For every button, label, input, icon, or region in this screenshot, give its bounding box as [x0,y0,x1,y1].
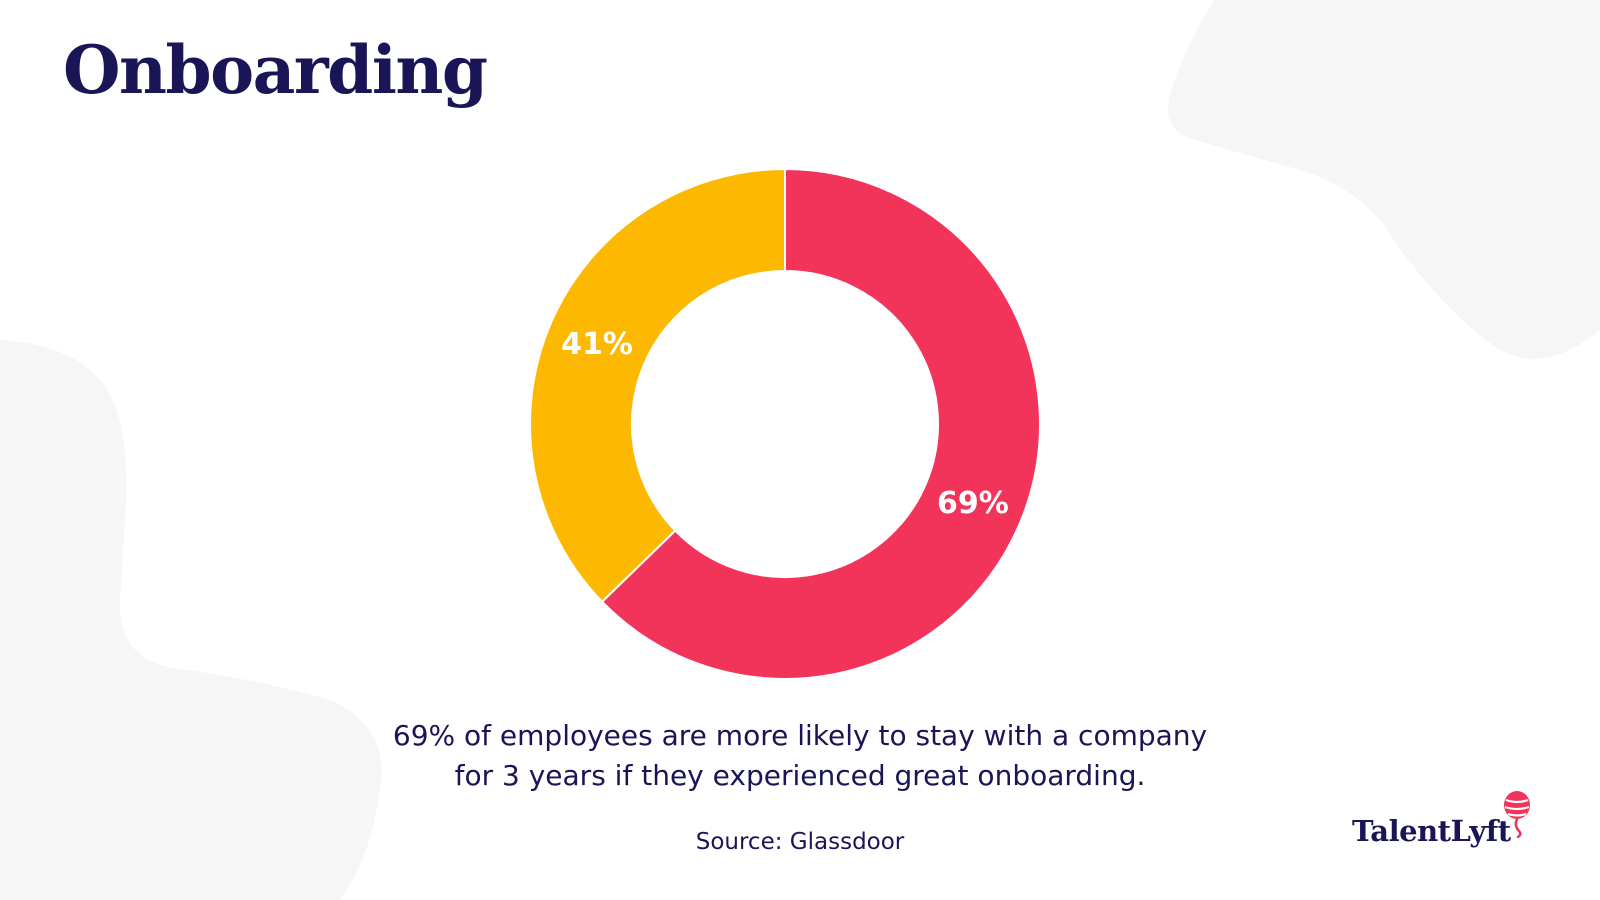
talentlyft-logo: TalentLyft [1352,790,1562,860]
slice-label-1: 41% [561,327,633,362]
caption-line-2: for 3 years if they experienced great on… [454,759,1146,792]
donut-slice-1 [529,167,786,604]
slice-label-0: 69% [937,486,1009,521]
logo-text: TalentLyft [1352,814,1511,848]
donut-slice-0 [600,167,1041,680]
source-text: Source: Glassdoor [695,829,905,855]
page-title: Onboarding [63,31,488,109]
background-blob-left [0,340,382,900]
caption-line-1: 69% of employees are more likely to stay… [392,719,1208,752]
background-blob-right [1167,0,1600,359]
balloon-icon [1504,791,1530,838]
